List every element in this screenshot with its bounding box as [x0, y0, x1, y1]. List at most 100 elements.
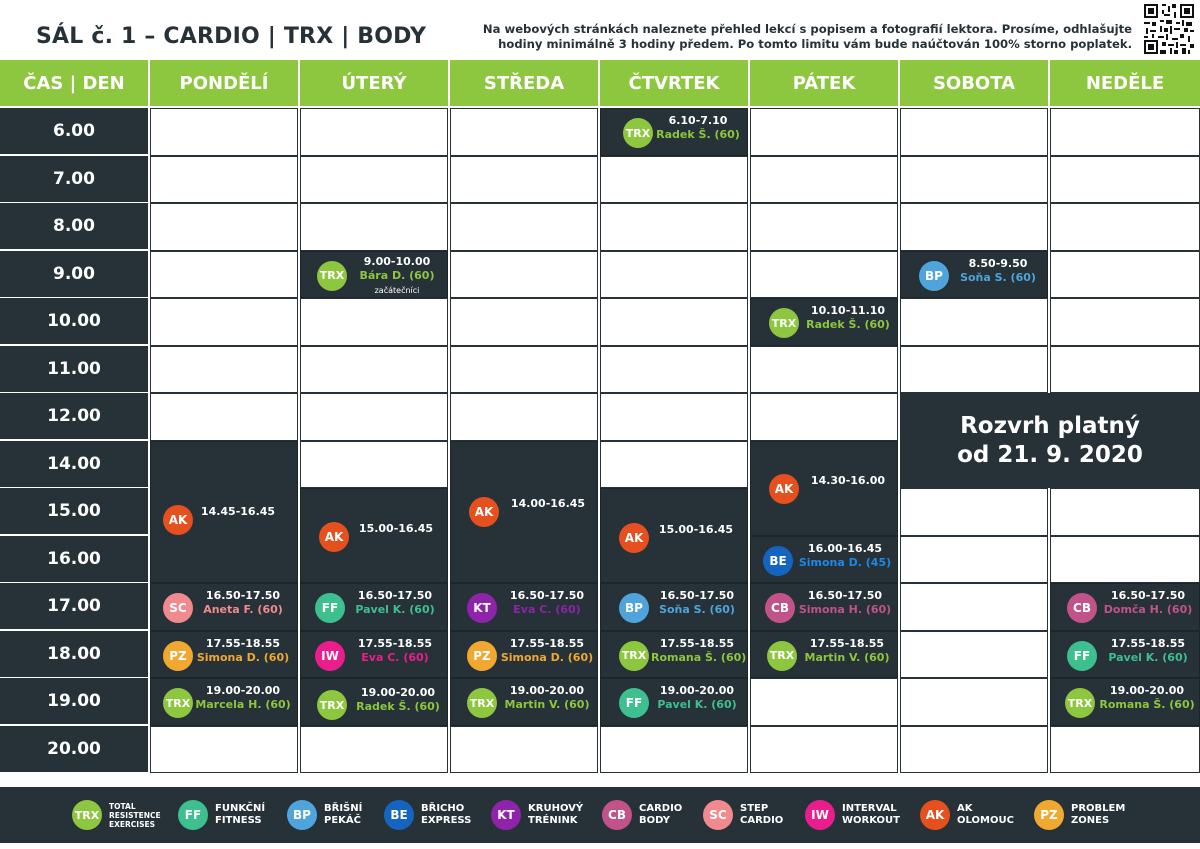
lesson-trx[interactable]: TRX 6.10-7.10 Radek Š. (60) [600, 108, 748, 156]
lesson-info: 19.00-20.00 Martin V. (60) [499, 684, 595, 712]
lesson-kt[interactable]: KT 16.50-17.50 Eva C. (60) [450, 583, 598, 631]
legend-label-line2: EXPRESS [421, 815, 472, 826]
time-slot: 17.00 [0, 583, 148, 629]
schedule-cell [1050, 488, 1200, 536]
lesson-trx[interactable]: TRX 17.55-18.55 Romana Š. (60) [600, 630, 748, 678]
lesson-ak[interactable]: AK 15.00-16.45 [300, 488, 448, 583]
lesson-ff[interactable]: FF 17.55-18.55 Pavel K. (60) [1050, 630, 1200, 678]
lesson-info: 17.55-18.55 Pavel K. (60) [1099, 637, 1197, 665]
lesson-trx[interactable]: TRX 10.10-11.10 Radek Š. (60) [750, 298, 898, 346]
schedule-cell [750, 250, 898, 298]
legend-badge-trx: TRX [72, 800, 102, 830]
lesson-cb[interactable]: CB 16.50-17.50 Simona H. (60) [750, 583, 898, 631]
schedule-cell [150, 155, 298, 203]
lesson-trainer: Domča H. (60) [1103, 603, 1193, 616]
lesson-trainer: Simona D. (60) [500, 650, 594, 664]
lesson-time: 17.55-18.55 [509, 636, 585, 650]
lesson-info: 8.50-9.50 Soňa S. (60) [953, 257, 1043, 285]
lesson-note: začátečníci [374, 285, 420, 295]
lesson-trx[interactable]: TRX 19.00-20.00 Marcela H. (60) [150, 678, 298, 726]
lesson-trx[interactable]: TRX 19.00-20.00 Romana Š. (60) [1050, 678, 1200, 726]
lesson-time: 19.00-20.00 [360, 686, 436, 699]
lesson-time: 10.10-11.10 [810, 304, 886, 317]
schedule-cell [1050, 250, 1200, 298]
legend-label-line3: EXERCISES [109, 819, 156, 829]
legend-label-line2: PEKÁČ [324, 815, 361, 826]
legend-label: FUNKČNÍ FITNESS [215, 803, 265, 827]
lesson-time: 16.00-16.45 [807, 541, 883, 555]
time-slot: 10.00 [0, 298, 148, 344]
lesson-trx[interactable]: TRX 17.55-18.55 Martin V. (60) [750, 630, 898, 678]
lesson-time: 19.00-20.00 [659, 684, 735, 697]
lesson-trx[interactable]: TRX 19.00-20.00 Martin V. (60) [450, 678, 598, 726]
lesson-pz[interactable]: PZ 17.55-18.55 Simona D. (60) [150, 630, 298, 678]
legend-label-line1: PROBLEM [1071, 803, 1126, 814]
lesson-info: 9.00-10.00 Bára D. (60) začátečníci [349, 255, 445, 298]
lesson-time: 16.50-17.50 [807, 589, 883, 602]
lesson-trx[interactable]: TRX 19.00-20.00 Radek Š. (60) [300, 678, 448, 726]
lesson-trainer: Soňa S. (60) [659, 603, 735, 616]
legend-badge-cb: CB [602, 800, 632, 830]
lesson-trainer: Simona D. (45) [798, 555, 892, 569]
schedule-cell [300, 203, 448, 251]
lesson-badge-trx: TRX [767, 640, 797, 671]
lesson-time: 17.55-18.55 [357, 636, 433, 650]
schedule-cell [300, 155, 448, 203]
lesson-trainer: Soňa S. (60) [960, 270, 1036, 284]
lesson-info: 17.55-18.55 Simona D. (60) [191, 637, 295, 665]
lesson-be[interactable]: BE 16.00-16.45 Simona D. (45) [750, 535, 898, 583]
lesson-ak[interactable]: AK 14.00-16.45 [450, 440, 598, 583]
lesson-trainer: Radek Š. (60) [656, 128, 740, 141]
lesson-info: 15.00-16.45 [651, 523, 741, 537]
legend-label-line2: WORKOUT [842, 815, 900, 826]
time-slot: 18.00 [0, 630, 148, 677]
lesson-ak[interactable]: AK 14.45-16.45 [150, 440, 298, 583]
lesson-trainer: Radek Š. (60) [806, 318, 890, 331]
schedule-cell [150, 725, 298, 773]
schedule-cell [450, 725, 598, 773]
lesson-bp[interactable]: BP 8.50-9.50 Soňa S. (60) [900, 250, 1048, 298]
qr-code-icon[interactable] [1144, 4, 1194, 54]
schedule-cell [900, 203, 1048, 251]
header-day-2: ÚTERÝ [300, 60, 448, 106]
schedule-cell [750, 393, 898, 441]
legend-label-line2: BODY [639, 815, 670, 826]
lesson-pz[interactable]: PZ 17.55-18.55 Simona D. (60) [450, 630, 598, 678]
lesson-ak[interactable]: AK 14.30-16.00 [750, 440, 898, 536]
lesson-ff[interactable]: FF 19.00-20.00 Pavel K. (60) [600, 678, 748, 726]
schedule-cell [1050, 155, 1200, 203]
lesson-info: 19.00-20.00 Radek Š. (60) [349, 686, 447, 714]
lesson-badge-ak: AK [319, 522, 349, 552]
time-slot: 9.00 [0, 250, 148, 297]
schedule-cell [900, 488, 1048, 536]
lesson-trainer: Pavel K. (60) [657, 698, 737, 711]
schedule-cell [450, 203, 598, 251]
lesson-iw[interactable]: IW 17.55-18.55 Eva C. (60) [300, 630, 448, 678]
legend-badge-iw: IW [805, 800, 835, 830]
lesson-badge-pz: PZ [163, 640, 193, 671]
schedule-cell [300, 725, 448, 773]
schedule-cell [600, 440, 748, 488]
lesson-info: 16.50-17.50 Simona H. (60) [797, 589, 893, 617]
lesson-badge-trx: TRX [1065, 688, 1095, 718]
lesson-trainer: Martin V. (60) [804, 650, 890, 664]
lesson-badge-kt: KT [467, 593, 497, 623]
lesson-bp[interactable]: BP 16.50-17.50 Soňa S. (60) [600, 583, 748, 631]
legend-label-line2: RESISTENCE [109, 810, 161, 820]
lesson-cb[interactable]: CB 16.50-17.50 Domča H. (60) [1050, 583, 1200, 631]
legend-item-trx: TRX TOTAL RESISTENCE EXERCISES [72, 797, 161, 833]
lesson-time: 17.55-18.55 [205, 636, 281, 650]
legend-label: BŘICHO EXPRESS [421, 803, 471, 827]
legend-label-line2: CARDIO [740, 815, 784, 826]
schedule-cell [450, 250, 598, 298]
legend-badge-be: BE [384, 800, 414, 830]
lesson-ak[interactable]: AK 15.00-16.45 [600, 488, 748, 583]
schedule-cell [1050, 108, 1200, 156]
lesson-time: 17.55-18.55 [1110, 636, 1186, 650]
lesson-info: 14.45-16.45 [193, 505, 283, 519]
lesson-trx[interactable]: TRX 9.00-10.00 Bára D. (60) začátečníci [300, 250, 448, 298]
header-day-4: ČTVRTEK [600, 60, 748, 106]
lesson-time: 14.30-16.00 [810, 473, 886, 487]
lesson-ff[interactable]: FF 16.50-17.50 Pavel K. (60) [300, 583, 448, 631]
lesson-sc[interactable]: SC 16.50-17.50 Aneta F. (60) [150, 583, 298, 631]
